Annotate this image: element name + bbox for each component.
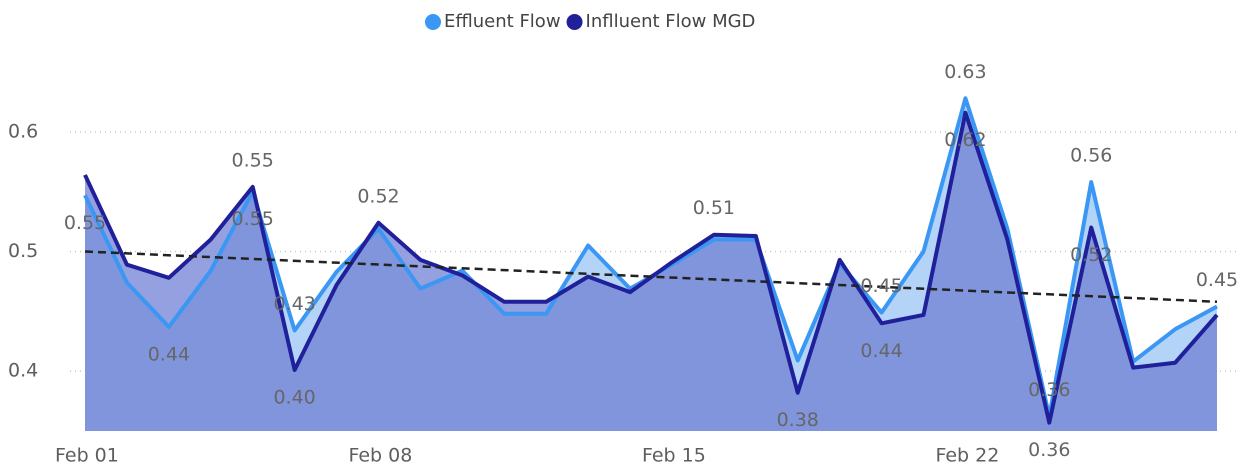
area [85, 112, 1217, 431]
data-label: 0.52 [357, 185, 399, 207]
legend-label: Effluent Flow [444, 11, 561, 32]
x-tick-label: Feb 01 [55, 445, 119, 467]
y-tick-label: 0.4 [8, 360, 38, 382]
x-tick-label: Feb 08 [348, 445, 412, 467]
legend-marker [566, 14, 583, 30]
data-label: 0.36 [1028, 439, 1070, 461]
data-label: 0.36 [1028, 379, 1070, 401]
data-label: 0.56 [1070, 145, 1112, 167]
legend-marker [425, 14, 441, 30]
data-label: 0.44 [860, 340, 902, 362]
data-label: 0.55 [232, 149, 274, 171]
data-label: 0.40 [273, 386, 315, 408]
data-label: 0.63 [944, 61, 986, 83]
data-label: 0.55 [64, 212, 106, 234]
data-label: 0.44 [148, 343, 190, 365]
data-label: 0.55 [232, 208, 274, 230]
y-tick-label: 0.5 [8, 240, 38, 262]
data-label: 0.43 [273, 293, 315, 315]
data-label: 0.51 [693, 197, 735, 219]
trend-line [84, 250, 1218, 304]
x-tick-label: Feb 22 [935, 445, 999, 467]
data-label: 0.45 [860, 275, 902, 297]
y-tick-label: 0.6 [8, 120, 38, 142]
data-label: 0.62 [944, 129, 986, 151]
x-tick-label: Feb 15 [642, 445, 706, 467]
data-label: 0.45 [1196, 269, 1238, 291]
data-label: 0.52 [1070, 244, 1112, 266]
legend-label: Inflluent Flow MGD [586, 11, 756, 32]
data-label: 0.38 [777, 409, 819, 431]
